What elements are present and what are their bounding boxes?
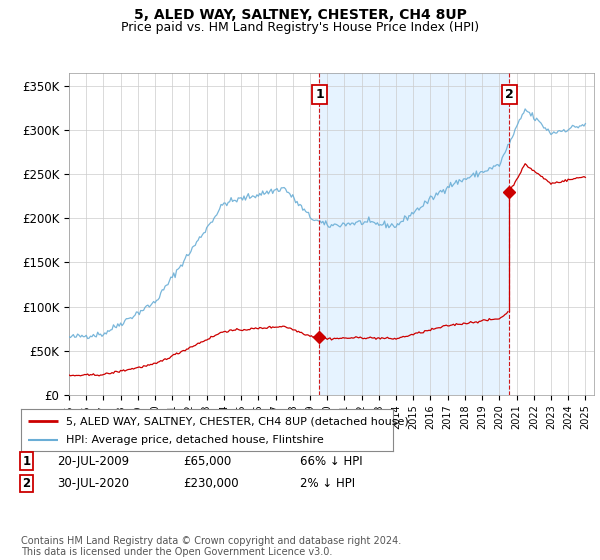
Text: 1: 1 — [315, 88, 324, 101]
Text: Contains HM Land Registry data © Crown copyright and database right 2024.
This d: Contains HM Land Registry data © Crown c… — [21, 535, 401, 557]
Bar — [319, 73, 509, 395]
Text: 2: 2 — [22, 477, 31, 490]
Text: 66% ↓ HPI: 66% ↓ HPI — [300, 455, 362, 468]
Text: HPI: Average price, detached house, Flintshire: HPI: Average price, detached house, Flin… — [65, 435, 323, 445]
Text: 20-JUL-2009: 20-JUL-2009 — [57, 455, 129, 468]
Text: 1: 1 — [22, 455, 31, 468]
Text: 2% ↓ HPI: 2% ↓ HPI — [300, 477, 355, 490]
Text: £230,000: £230,000 — [183, 477, 239, 490]
Text: Price paid vs. HM Land Registry's House Price Index (HPI): Price paid vs. HM Land Registry's House … — [121, 21, 479, 34]
Text: £65,000: £65,000 — [183, 455, 231, 468]
Text: 5, ALED WAY, SALTNEY, CHESTER, CH4 8UP: 5, ALED WAY, SALTNEY, CHESTER, CH4 8UP — [134, 8, 466, 22]
Text: 5, ALED WAY, SALTNEY, CHESTER, CH4 8UP (detached house): 5, ALED WAY, SALTNEY, CHESTER, CH4 8UP (… — [65, 417, 409, 426]
Text: 30-JUL-2020: 30-JUL-2020 — [57, 477, 129, 490]
Text: 2: 2 — [505, 88, 514, 101]
